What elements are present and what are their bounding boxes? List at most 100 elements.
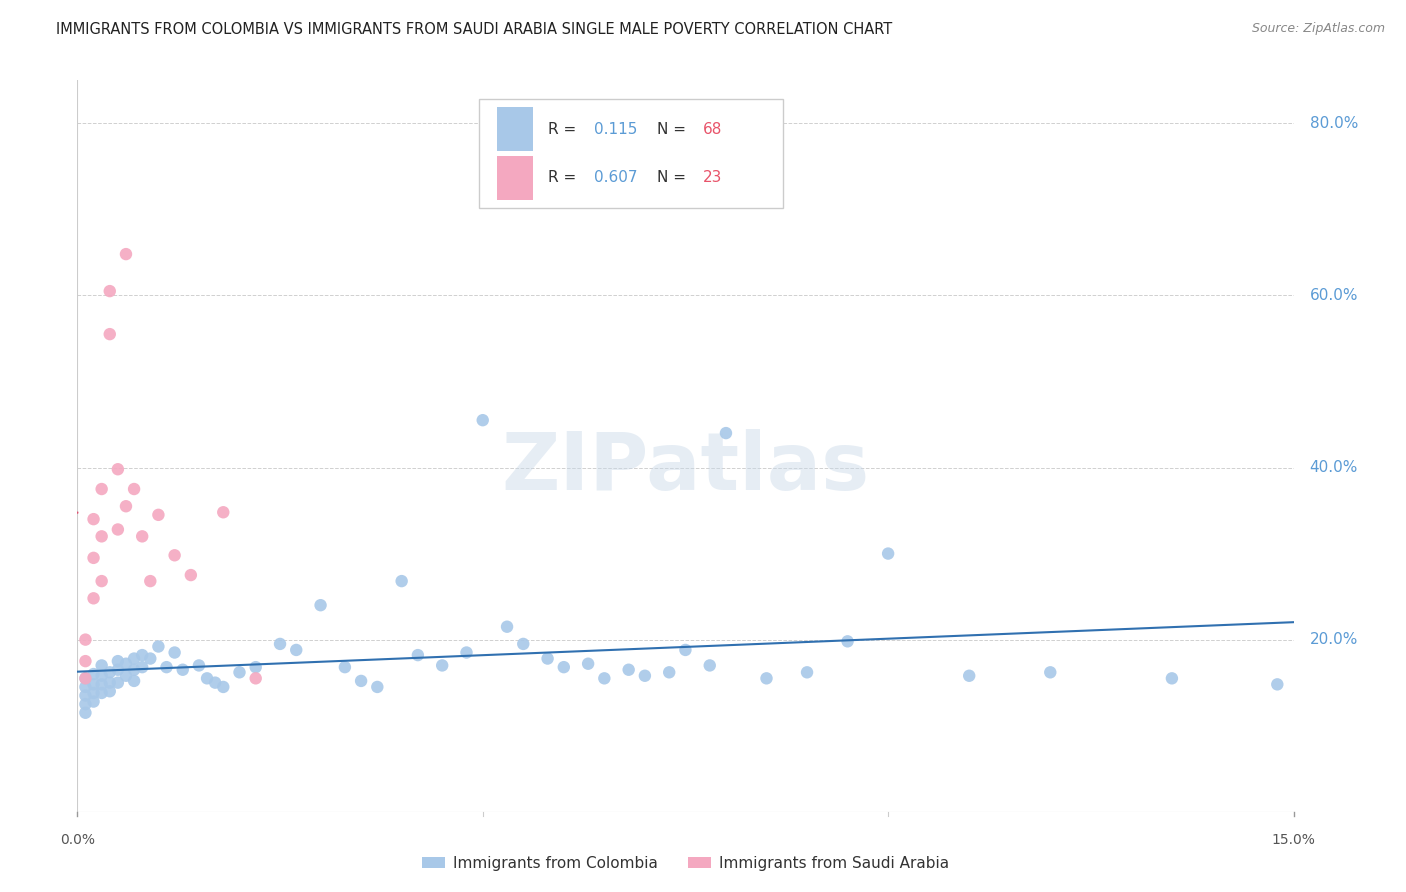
- Point: [107, 663, 129, 677]
- Point: [122, 482, 145, 496]
- Point: [122, 651, 145, 665]
- Point: [553, 660, 575, 674]
- Point: [90, 574, 112, 588]
- Point: [131, 648, 153, 662]
- Point: [83, 512, 105, 526]
- Point: [195, 671, 218, 685]
- Point: [115, 669, 138, 683]
- Point: [155, 660, 177, 674]
- Point: [333, 660, 356, 674]
- Point: [90, 669, 112, 683]
- Point: [122, 663, 145, 677]
- Point: [285, 643, 308, 657]
- Point: [512, 637, 534, 651]
- Point: [83, 667, 105, 681]
- Point: [75, 706, 97, 720]
- Point: [75, 697, 97, 711]
- Point: [139, 574, 162, 588]
- Point: [107, 675, 129, 690]
- Point: [115, 247, 138, 261]
- Point: [172, 663, 194, 677]
- Text: 0.607: 0.607: [595, 170, 638, 185]
- Point: [163, 646, 186, 660]
- FancyBboxPatch shape: [496, 155, 533, 200]
- Point: [1265, 677, 1288, 691]
- Point: [617, 663, 640, 677]
- Point: [98, 675, 121, 690]
- Text: R =: R =: [548, 122, 581, 136]
- Point: [714, 426, 737, 441]
- Text: N =: N =: [658, 122, 692, 136]
- Point: [98, 665, 121, 680]
- Point: [634, 669, 657, 683]
- Point: [245, 660, 267, 674]
- Point: [204, 675, 226, 690]
- Point: [163, 549, 186, 563]
- Point: [90, 658, 112, 673]
- Text: IMMIGRANTS FROM COLOMBIA VS IMMIGRANTS FROM SAUDI ARABIA SINGLE MALE POVERTY COR: IMMIGRANTS FROM COLOMBIA VS IMMIGRANTS F…: [56, 22, 893, 37]
- Point: [877, 547, 900, 561]
- Point: [148, 508, 170, 522]
- Point: [75, 680, 97, 694]
- Point: [496, 620, 519, 634]
- Point: [131, 529, 153, 543]
- Text: Source: ZipAtlas.com: Source: ZipAtlas.com: [1251, 22, 1385, 36]
- Point: [269, 637, 291, 651]
- Point: [83, 686, 105, 700]
- Point: [148, 640, 170, 654]
- Text: R =: R =: [548, 170, 581, 185]
- Legend: Immigrants from Colombia, Immigrants from Saudi Arabia: Immigrants from Colombia, Immigrants fro…: [416, 850, 955, 877]
- Point: [90, 482, 112, 496]
- Text: 0.0%: 0.0%: [60, 833, 94, 847]
- Point: [228, 665, 250, 680]
- Point: [180, 568, 202, 582]
- Text: 20.0%: 20.0%: [1310, 632, 1358, 647]
- Point: [675, 643, 697, 657]
- Point: [456, 646, 478, 660]
- Point: [430, 658, 453, 673]
- Point: [309, 598, 332, 612]
- Text: 40.0%: 40.0%: [1310, 460, 1358, 475]
- Point: [115, 657, 138, 671]
- Point: [75, 689, 97, 703]
- Point: [212, 505, 235, 519]
- Point: [658, 665, 681, 680]
- Point: [75, 671, 97, 685]
- Text: 60.0%: 60.0%: [1310, 288, 1358, 303]
- Text: 80.0%: 80.0%: [1310, 116, 1358, 131]
- Text: N =: N =: [658, 170, 692, 185]
- Point: [212, 680, 235, 694]
- Point: [406, 648, 429, 662]
- FancyBboxPatch shape: [496, 107, 533, 152]
- Point: [122, 673, 145, 688]
- Point: [755, 671, 778, 685]
- Point: [115, 500, 138, 514]
- Text: 23: 23: [703, 170, 721, 185]
- Point: [471, 413, 494, 427]
- Point: [75, 632, 97, 647]
- Point: [90, 686, 112, 700]
- Point: [536, 651, 558, 665]
- Point: [83, 550, 105, 565]
- Point: [107, 654, 129, 668]
- Text: 15.0%: 15.0%: [1271, 833, 1316, 847]
- Point: [75, 654, 97, 668]
- FancyBboxPatch shape: [478, 99, 783, 209]
- Point: [837, 634, 859, 648]
- Point: [1161, 671, 1184, 685]
- Point: [90, 529, 112, 543]
- Point: [90, 677, 112, 691]
- Point: [75, 671, 97, 685]
- Point: [593, 671, 616, 685]
- Point: [83, 677, 105, 691]
- Point: [83, 591, 105, 606]
- Point: [98, 284, 121, 298]
- Point: [131, 660, 153, 674]
- Point: [98, 327, 121, 342]
- Point: [83, 695, 105, 709]
- Point: [350, 673, 373, 688]
- Point: [107, 523, 129, 537]
- Point: [391, 574, 413, 588]
- Point: [245, 671, 267, 685]
- Text: 0.115: 0.115: [595, 122, 637, 136]
